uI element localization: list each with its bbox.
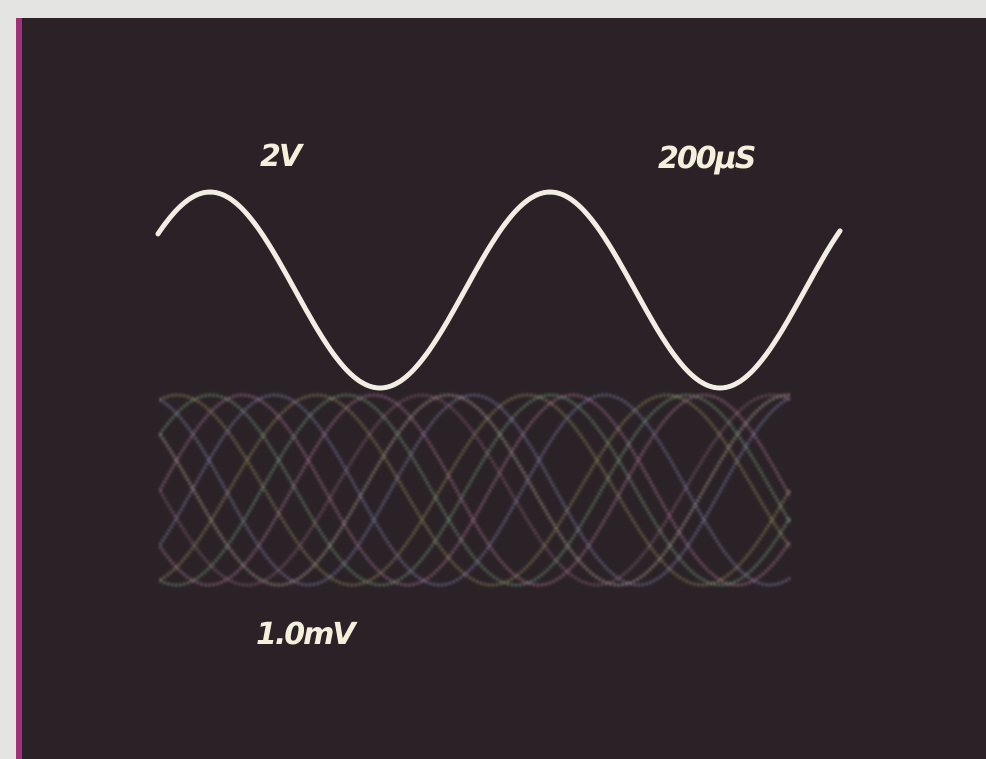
timebase: 200µS — [658, 141, 755, 176]
channel2-scale: 1.0mV — [256, 617, 358, 652]
noise-curve — [158, 393, 792, 587]
noise-curve — [158, 393, 791, 587]
noise-curve — [158, 393, 792, 587]
screen — [16, 18, 986, 759]
screen-edge — [16, 18, 22, 759]
noise-curve — [159, 393, 792, 587]
channel1-scale: 2V — [260, 139, 305, 174]
noise-curve — [158, 393, 792, 587]
noise-trace — [158, 393, 792, 587]
noise-curve — [159, 393, 792, 587]
sine-trace — [155, 189, 843, 391]
noise-curve — [159, 393, 791, 587]
noise-curve — [158, 393, 791, 587]
